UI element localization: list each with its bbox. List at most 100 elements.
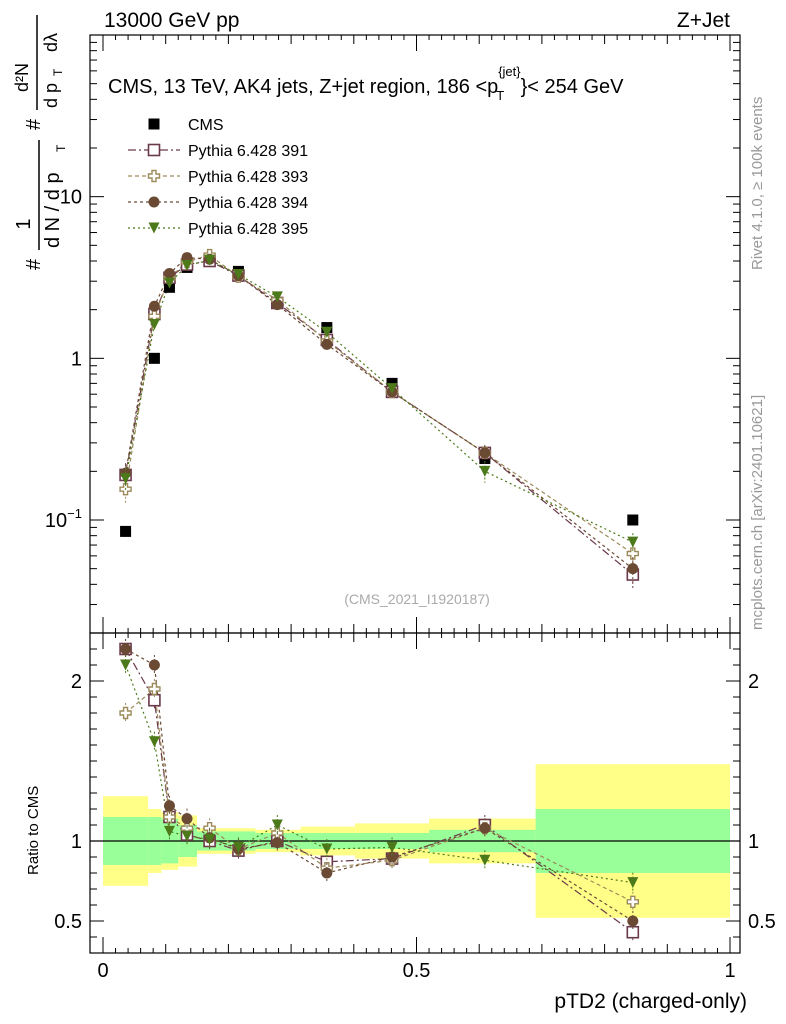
- cms-point: [627, 514, 639, 526]
- ratio-point: [271, 819, 283, 831]
- ratio-tick-label-right: 0.5: [748, 911, 776, 933]
- title-main: CMS, 13 TeV, AK4 jets, Z+jet region, 186…: [108, 76, 498, 98]
- ratio-point: [163, 825, 175, 837]
- y-tick-label: 10−1: [45, 506, 82, 532]
- analysis-watermark: (CMS_2021_I1920187): [344, 591, 490, 607]
- header-left: 13000 GeV pp: [104, 9, 239, 32]
- legend-marker: [148, 196, 160, 208]
- legend-marker: [148, 118, 160, 130]
- ratio-point: [232, 841, 244, 853]
- mc-point: [148, 318, 160, 330]
- ratio-point: [386, 851, 398, 863]
- legend-marker: [147, 143, 161, 157]
- cms-point: [120, 525, 132, 537]
- x-axis-label: pTD2 (charged-only): [554, 990, 747, 1013]
- legend-label: CMS: [188, 117, 224, 134]
- mc-point: [163, 277, 175, 289]
- ylabel-dlam: dλ: [41, 33, 61, 52]
- data-points: [119, 248, 640, 943]
- x-tick-label: 0.5: [403, 960, 431, 982]
- ylabel-num: d²N: [12, 63, 32, 92]
- ratio-point: [479, 822, 491, 834]
- ratio-point: [386, 841, 398, 853]
- title-sub: T: [496, 88, 504, 103]
- ratio-point: [626, 925, 640, 939]
- x-tick-label: 1: [724, 960, 735, 982]
- mc-point: [204, 254, 216, 266]
- ratio-point: [627, 915, 639, 927]
- ratio-point: [148, 682, 161, 696]
- ratio-point: [479, 854, 491, 866]
- y-tick-label: 1: [71, 348, 82, 370]
- ratio-line-4: [125, 664, 633, 884]
- series-line-1: [124, 260, 634, 575]
- title-end: }< 254 GeV: [521, 76, 625, 98]
- legend-label: Pythia 6.428 391: [188, 143, 308, 160]
- ratio-tick-label-right: 1: [748, 831, 759, 853]
- legend-label: Pythia 6.428 394: [188, 195, 308, 212]
- ylabel-den: d p: [41, 83, 61, 108]
- ratio-point: [626, 895, 640, 908]
- mc-point: [626, 547, 640, 560]
- legend-label: Pythia 6.428 393: [188, 169, 308, 186]
- mc-point: [271, 291, 283, 303]
- ratio-point: [204, 833, 216, 845]
- legend-label: Pythia 6.428 395: [188, 221, 308, 238]
- ylabel-dN: d N / d p: [42, 172, 64, 248]
- ratio-tick-label-left: 0.5: [54, 911, 82, 933]
- mc-point: [271, 299, 283, 311]
- ratio-point: [181, 830, 193, 842]
- ratio-point: [119, 706, 132, 720]
- ratio-y-axis-label: Ratio to CMS: [25, 786, 42, 875]
- ratio-tick-label-left: 1: [71, 831, 82, 853]
- y-axis-label: # 1 d N / d p T # d²N d p T dλ: [12, 15, 68, 270]
- title-sup: {jet}: [498, 64, 521, 79]
- ratio-line-3: [125, 648, 634, 922]
- ratio-point: [163, 810, 176, 824]
- legend-marker: [147, 169, 161, 183]
- y-tick-label-base: 10: [45, 510, 67, 532]
- y-tick-label: 10: [60, 187, 82, 209]
- ylabel-T1: T: [54, 144, 68, 152]
- legend-marker: [148, 222, 160, 234]
- ratio-point: [321, 843, 333, 855]
- mcplots-label: mcplots.cern.ch [arXiv:2401.10621]: [749, 395, 766, 630]
- mc-point: [627, 536, 639, 548]
- ratio-point: [148, 659, 160, 671]
- rivet-version-label: Rivet 4.1.0, ≥ 100k events: [749, 97, 766, 270]
- mc-point: [479, 447, 491, 459]
- ratio-tick-label-left: 2: [71, 671, 82, 693]
- plot-title: CMS, 13 TeV, AK4 jets, Z+jet region, 186…: [108, 64, 624, 103]
- ylabel-hash-2: #: [23, 118, 45, 130]
- legend: CMS Pythia 6.428 391 Pythia 6.428 393 Pythi…: [128, 117, 308, 238]
- y-tick-label-exp: −1: [67, 506, 82, 521]
- ratio-point: [120, 643, 132, 655]
- ratio-point: [271, 837, 283, 849]
- mc-point: [120, 473, 132, 485]
- mc-point: [148, 300, 160, 312]
- mc-point: [321, 338, 333, 350]
- ylabel-hash-1: #: [23, 258, 45, 270]
- mc-point: [232, 269, 244, 281]
- ratio-point: [148, 736, 160, 748]
- mc-point: [163, 267, 175, 279]
- ratio-point: [181, 813, 193, 825]
- series-line-4: [124, 259, 634, 543]
- mc-point: [386, 383, 398, 395]
- ratio-point: [163, 800, 175, 812]
- header-right: Z+Jet: [677, 9, 730, 32]
- ylabel-one: 1: [13, 218, 35, 229]
- ratio-point: [321, 867, 333, 879]
- ratio-tick-label-right: 2: [748, 671, 759, 693]
- x-tick-label: 0: [97, 960, 108, 982]
- mc-point: [627, 563, 639, 575]
- mc-point: [181, 260, 193, 272]
- ratio-point: [120, 659, 132, 671]
- cms-point: [148, 352, 160, 364]
- mc-point: [321, 326, 333, 338]
- ratio-point: [627, 877, 639, 889]
- mc-point: [479, 465, 491, 477]
- ylabel-T2: T: [51, 68, 65, 76]
